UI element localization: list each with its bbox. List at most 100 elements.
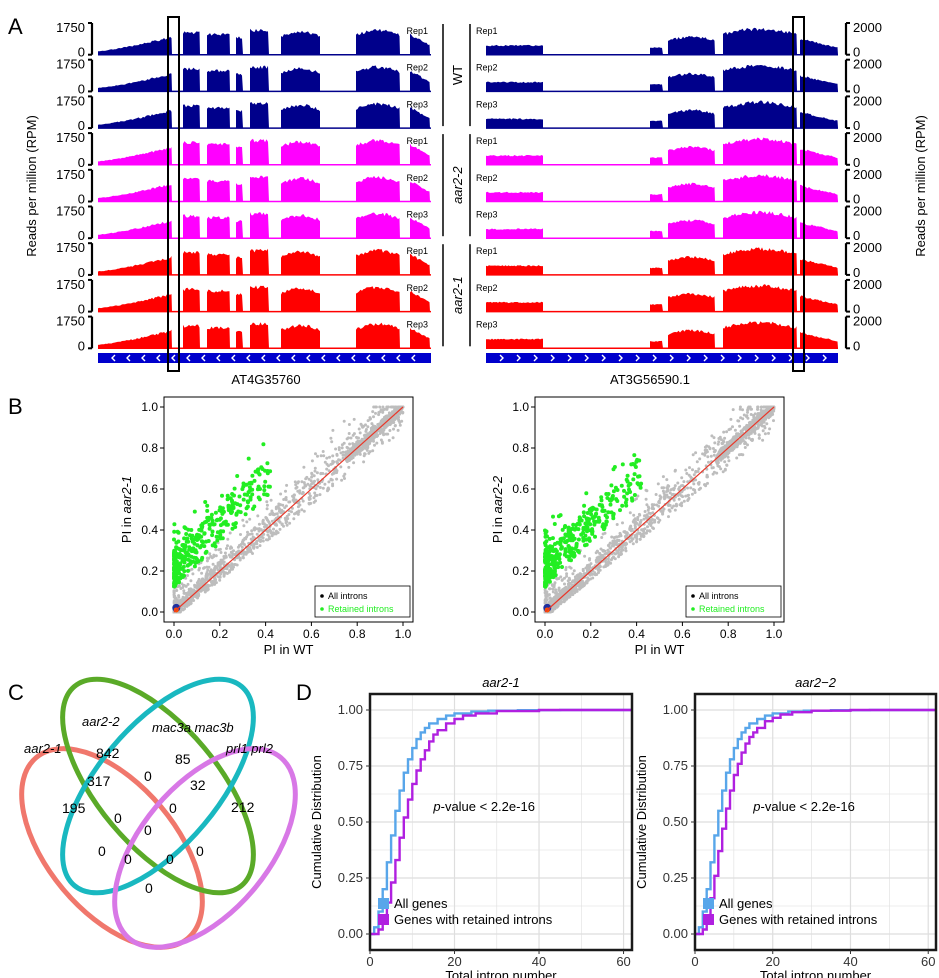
legend-swatch xyxy=(378,914,389,925)
intron-point xyxy=(578,574,582,577)
retained-intron-point xyxy=(545,534,549,539)
intron-point xyxy=(226,537,230,541)
intron-point xyxy=(226,544,229,548)
intron-point xyxy=(588,557,592,561)
intron-point xyxy=(688,466,691,470)
retained-intron-point xyxy=(258,487,262,491)
venn-count-aar2-2-mac3: 0 xyxy=(144,768,152,784)
intron-point xyxy=(292,517,296,521)
intron-point xyxy=(762,405,766,409)
intron-point xyxy=(772,419,775,423)
strand-arrow xyxy=(669,354,674,362)
intron-point xyxy=(638,520,642,524)
intron-point xyxy=(363,452,367,456)
retained-intron-point xyxy=(549,553,554,558)
intron-point xyxy=(364,442,368,446)
intron-point xyxy=(581,569,585,573)
intron-point xyxy=(707,460,710,464)
axis-label-top: 2000 xyxy=(853,57,882,72)
retained-intron-point xyxy=(547,579,552,584)
rep-label: Rep3 xyxy=(476,99,498,109)
x-tick-label: 1.0 xyxy=(766,627,783,641)
panel-label-a: A xyxy=(8,14,23,39)
legend-label: Genes with retained introns xyxy=(719,912,878,927)
intron-point xyxy=(290,510,293,514)
intron-point xyxy=(638,513,642,517)
intron-point xyxy=(394,414,398,418)
intron-point xyxy=(637,523,641,527)
strand-arrow xyxy=(246,354,251,362)
retained-intron-point xyxy=(249,481,254,486)
y-tick-label: 1.00 xyxy=(338,702,363,717)
retained-intron-point xyxy=(599,498,604,503)
intron-point xyxy=(687,496,691,500)
intron-point xyxy=(566,582,570,586)
intron-point xyxy=(744,441,748,445)
intron-point xyxy=(342,419,346,423)
intron-point xyxy=(364,423,367,427)
axis-label-bottom: 0 xyxy=(853,302,860,317)
intron-point xyxy=(744,427,748,431)
retained-intron-point xyxy=(567,557,572,562)
intron-point xyxy=(645,529,649,533)
intron-point xyxy=(738,407,742,411)
intron-point xyxy=(278,527,282,531)
intron-point xyxy=(681,484,685,487)
intron-point xyxy=(182,583,186,587)
tracks-right: 20000Rep120000Rep220000Rep320000Rep12000… xyxy=(476,20,882,353)
retained-intron-point xyxy=(220,506,225,511)
intron-point xyxy=(380,440,384,444)
intron-point xyxy=(337,448,341,452)
intron-point xyxy=(564,566,568,569)
axis-label-top: 1750 xyxy=(56,93,85,108)
intron-point xyxy=(337,446,341,450)
retained-intron-point xyxy=(231,522,236,527)
intron-point xyxy=(310,482,314,486)
intron-point xyxy=(205,565,209,569)
panel-a-ylabel-right: Reads per million (RPM) xyxy=(913,115,928,257)
intron-point xyxy=(284,504,288,508)
intron-point xyxy=(197,568,201,572)
intron-point xyxy=(218,565,222,569)
intron-point xyxy=(755,426,759,430)
retained-intron-point xyxy=(203,500,208,504)
venn-count-aar2-1-mac3: 0 xyxy=(114,810,122,826)
intron-point xyxy=(200,571,204,575)
intron-point xyxy=(623,530,627,534)
intron-point xyxy=(729,417,733,421)
retained-intron-point xyxy=(627,487,631,492)
rep-label: Rep3 xyxy=(476,320,498,330)
intron-point xyxy=(652,503,656,507)
intron-point xyxy=(316,478,320,482)
retained-intron-point xyxy=(574,523,578,528)
x-tick-label: 0.8 xyxy=(720,627,737,641)
intron-point xyxy=(393,407,397,411)
intron-point xyxy=(704,484,708,488)
retained-intron-point xyxy=(209,512,214,517)
coverage-track xyxy=(486,100,838,129)
intron-point xyxy=(594,551,598,555)
intron-point xyxy=(245,520,249,524)
retained-intron-point xyxy=(585,511,590,515)
intron-point xyxy=(230,555,234,558)
intron-point xyxy=(330,472,334,476)
intron-point xyxy=(381,405,385,409)
retained-intron-point xyxy=(610,495,615,500)
coverage-track xyxy=(98,65,431,92)
intron-point xyxy=(759,408,763,412)
strand-arrow xyxy=(737,354,742,362)
intron-point xyxy=(298,491,302,495)
legend-label: All genes xyxy=(394,896,448,911)
intron-point xyxy=(630,527,634,531)
retained-intron-point xyxy=(219,529,223,534)
retained-intron-point xyxy=(570,538,575,543)
intron-point xyxy=(633,517,637,521)
intron-point xyxy=(749,413,753,416)
intron-point xyxy=(331,461,335,465)
intron-point xyxy=(598,564,602,568)
intron-point xyxy=(335,460,339,464)
retained-intron-point xyxy=(585,518,590,523)
intron-point xyxy=(710,466,714,470)
axis-label-bottom: 0 xyxy=(78,81,85,96)
intron-point xyxy=(762,420,766,424)
